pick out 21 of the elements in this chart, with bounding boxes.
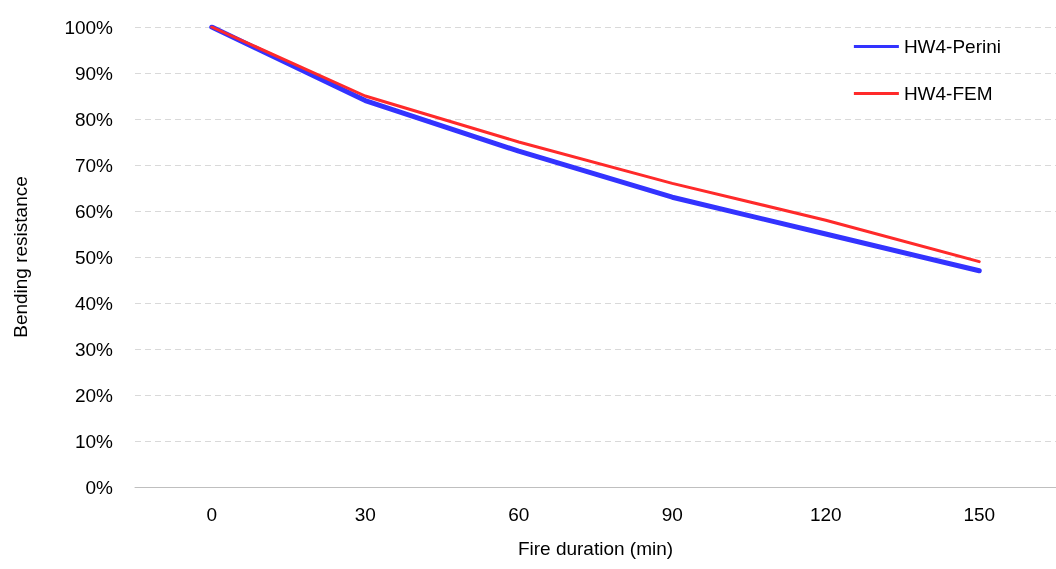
y-tick-label: 0% (85, 476, 114, 498)
x-axis-title: Fire duration (min) (517, 538, 674, 559)
x-tick-label: 0 (206, 504, 218, 525)
legend-label: HW4-Perini (903, 36, 1001, 57)
x-tick-label: 60 (508, 504, 530, 525)
y-tick-label: 60% (74, 200, 114, 222)
x-tick-label: 150 (963, 504, 996, 525)
y-tick-label: 20% (74, 384, 114, 406)
y-tick-label: 50% (74, 246, 114, 268)
y-tick-label: 80% (74, 108, 114, 130)
y-axis-title: Bending resistance (10, 176, 31, 338)
y-tick-label: 30% (74, 338, 114, 360)
x-tick-label: 90 (661, 504, 683, 525)
y-tick-label: 70% (74, 154, 114, 176)
y-tick-label: 40% (74, 292, 114, 314)
legend-label: HW4-FEM (903, 83, 993, 104)
x-tick-label: 30 (354, 504, 376, 525)
y-tick-label: 10% (74, 430, 114, 452)
y-tick-label: 90% (74, 62, 114, 84)
x-tick-label: 120 (809, 504, 842, 525)
y-tick-label: 100% (64, 16, 114, 38)
